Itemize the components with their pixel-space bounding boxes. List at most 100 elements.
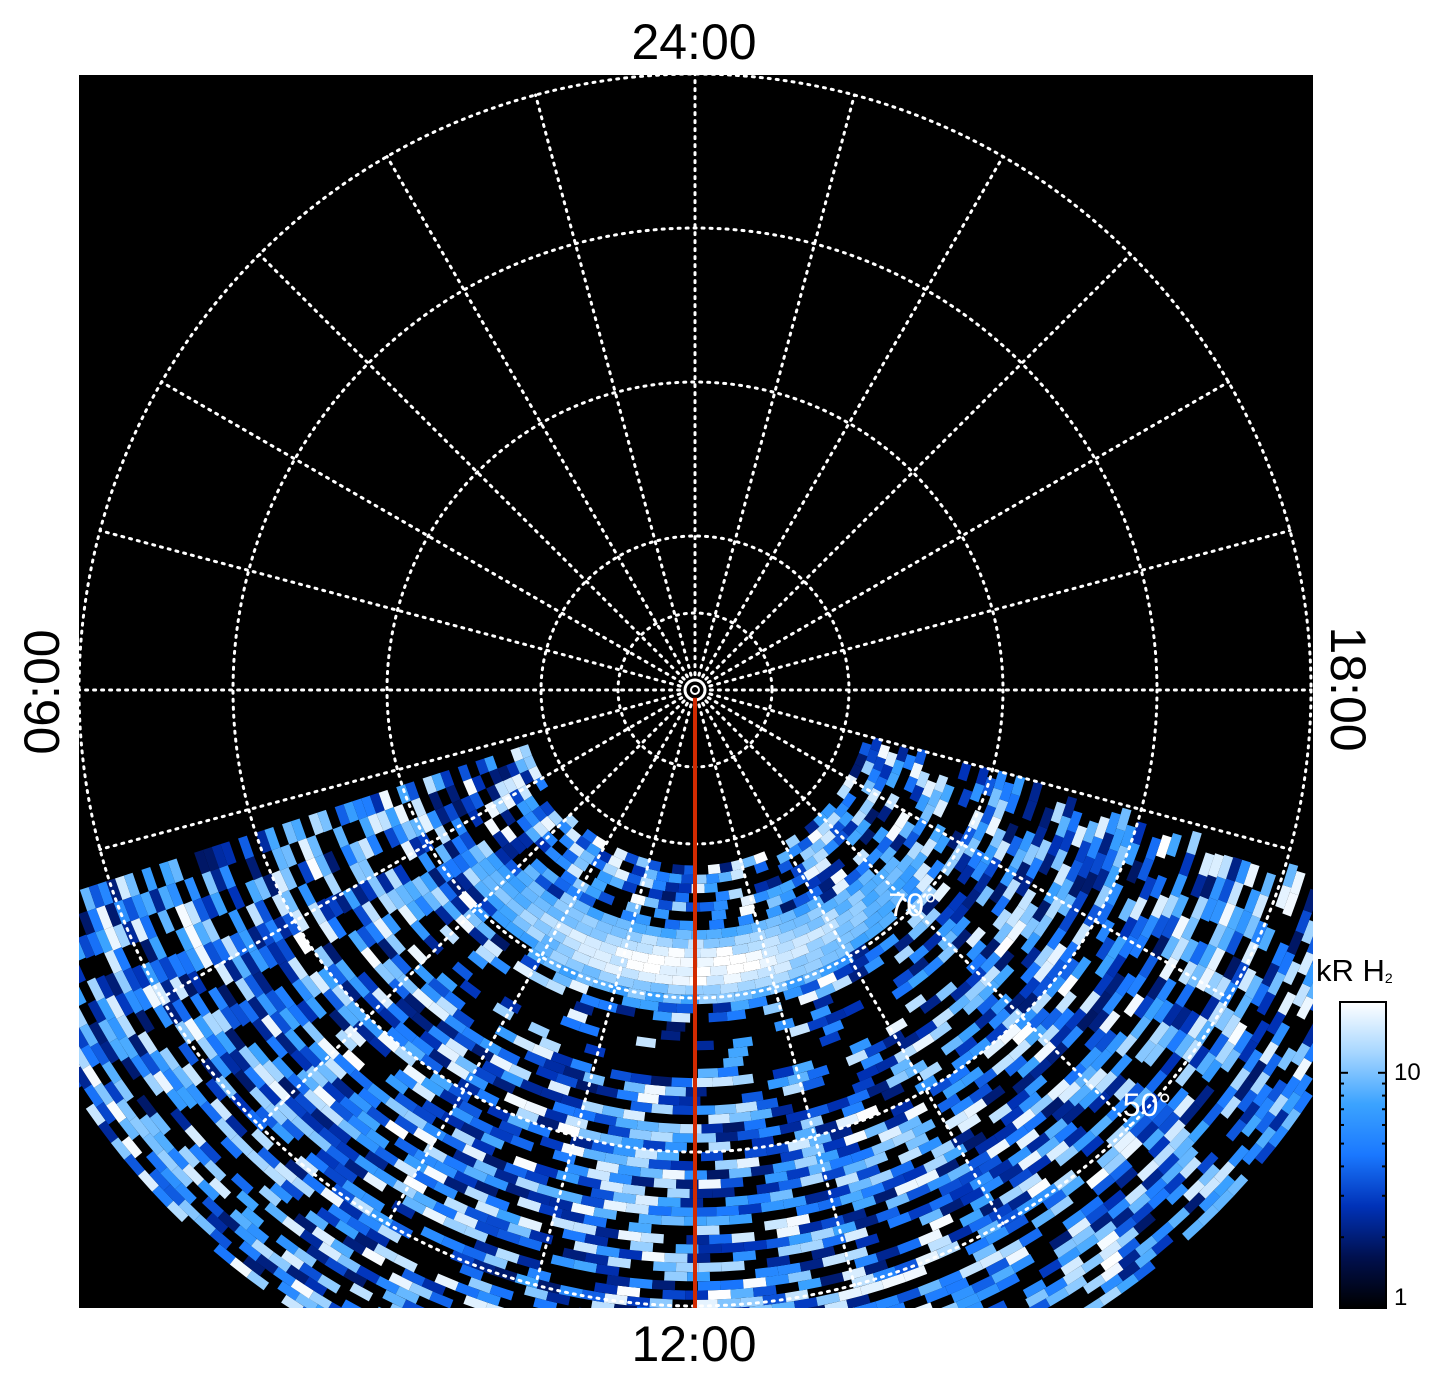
emission-cell [1211,976,1232,1001]
emission-cell [937,930,958,951]
emission-cell [1085,1203,1109,1225]
emission-cell [829,1125,854,1141]
emission-cell [737,913,755,927]
emission-cell [332,825,350,849]
emission-cell [992,799,1009,820]
emission-cell [401,1268,426,1287]
emission-cell [1217,926,1236,952]
emission-cell [1053,863,1072,887]
emission-cell [322,1081,346,1104]
emission-cell [581,964,602,980]
emission-cell [1075,1234,1100,1255]
emission-cell [1067,1217,1091,1238]
emission-cell [462,908,483,929]
emission-cell [845,879,864,897]
emission-cell [243,974,265,999]
emission-cell [963,1098,988,1119]
emission-cell [238,999,260,1024]
emission-cell [394,1136,419,1157]
emission-cell [305,1065,329,1088]
emission-cell [917,1279,943,1296]
emission-cell [890,1057,914,1076]
emission-cell [1218,878,1235,903]
emission-cell [866,847,884,866]
emission-cell [590,1187,615,1201]
emission-cell [640,1232,664,1244]
emission-cell [842,1159,868,1176]
emission-cell [945,1277,970,1295]
emission-cell [500,809,516,827]
emission-cell [1031,825,1048,848]
emission-cell [737,979,757,992]
emission-cell [341,1299,362,1308]
emission-cell [532,821,549,838]
emission-cell [1028,1298,1051,1308]
emission-cell [906,841,924,860]
emission-cell [1151,914,1170,939]
emission-cell [786,1166,811,1181]
emission-cell [539,912,559,929]
emission-cell [271,1122,295,1145]
emission-cell [734,933,752,946]
emission-cell [489,1284,514,1301]
emission-cell [486,1104,511,1123]
emission-cell [640,933,658,946]
emission-cell [693,1105,716,1116]
emission-cell [928,1193,954,1212]
emission-cell [863,955,885,974]
emission-cell [884,793,900,811]
emission-cell [96,1101,116,1125]
emission-cell [875,1245,901,1262]
emission-cell [1026,1177,1051,1199]
emission-cell [679,1096,701,1106]
emission-cell [381,913,402,935]
emission-cell [342,887,361,910]
emission-cell [475,944,496,964]
emission-cell [706,975,725,986]
emission-cell [1083,904,1103,928]
emission-cell [580,913,599,929]
emission-cell [848,1177,873,1194]
emission-cell [787,1137,811,1152]
emission-cell [516,815,533,833]
emission-cell [492,797,509,815]
emission-cell [434,905,455,926]
emission-cell [376,810,393,832]
emission-cell [1107,935,1127,960]
emission-cell [971,1275,996,1294]
emission-cell [1100,1250,1124,1272]
emission-cell [271,1056,295,1080]
emission-cell [318,920,339,944]
emission-cell [357,971,379,994]
emission-cell [885,1070,910,1089]
emission-cell [672,1105,694,1116]
emission-cell [1076,1008,1099,1032]
emission-cell [273,915,293,940]
emission-cell [1207,1001,1228,1026]
emission-cell [378,892,398,915]
emission-cell [220,935,240,960]
emission-cell [642,1139,666,1152]
emission-cell [305,996,327,1020]
emission-cell [1195,1051,1217,1076]
emission-cell [831,974,853,992]
emission-cell [914,1302,933,1308]
emission-cell [247,925,267,950]
emission-cell [1297,951,1313,976]
emission-cell [719,861,733,873]
emission-cell [1242,1142,1263,1166]
emission-cell [859,799,875,816]
emission-cell [863,911,883,929]
emission-cell [1100,1273,1124,1294]
emission-cell [334,804,351,827]
emission-cell [989,827,1007,849]
emission-cell [773,960,793,975]
emission-cell [779,899,797,914]
emission-cell [433,1160,458,1179]
emission-cell [635,1194,659,1207]
emission-cell [360,1192,386,1213]
emission-cell [1198,1176,1221,1199]
emission-cell [192,897,211,923]
emission-cell [149,1112,171,1136]
emission-cell [593,1282,618,1295]
